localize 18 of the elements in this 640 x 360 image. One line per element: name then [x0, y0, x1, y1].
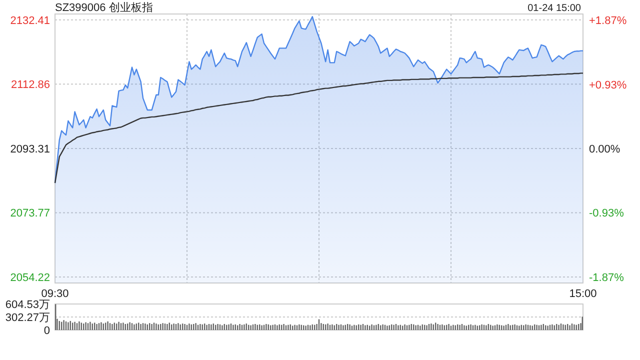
- chart-title: SZ399006 创业板指: [55, 1, 153, 14]
- y-tick-label: 2132.41: [10, 14, 50, 27]
- y2-tick-label: +0.93%: [589, 80, 627, 92]
- y2-tick-label: +1.87%: [589, 15, 627, 28]
- x-tick-label: 15:00: [569, 288, 597, 300]
- annotation: 01-24 15:00: [528, 3, 582, 14]
- y2-tick-label: -0.93%: [589, 207, 624, 220]
- y-tick-label: 2054.22: [10, 272, 50, 284]
- y-tick-label: 2093.31: [10, 143, 50, 156]
- y-tick-label: 604.53万: [5, 299, 50, 311]
- y-tick-label: 302.27万: [5, 312, 50, 324]
- y2-tick-label: -1.87%: [589, 272, 624, 284]
- x-tick-label: 09:30: [41, 288, 69, 300]
- y2-tick-label: 0.00%: [589, 144, 620, 156]
- y-tick-label: 2112.86: [11, 79, 50, 92]
- line-series: [54, 72, 584, 184]
- y-tick-label: 2073.77: [10, 208, 50, 220]
- y-tick-label: 0: [44, 325, 50, 337]
